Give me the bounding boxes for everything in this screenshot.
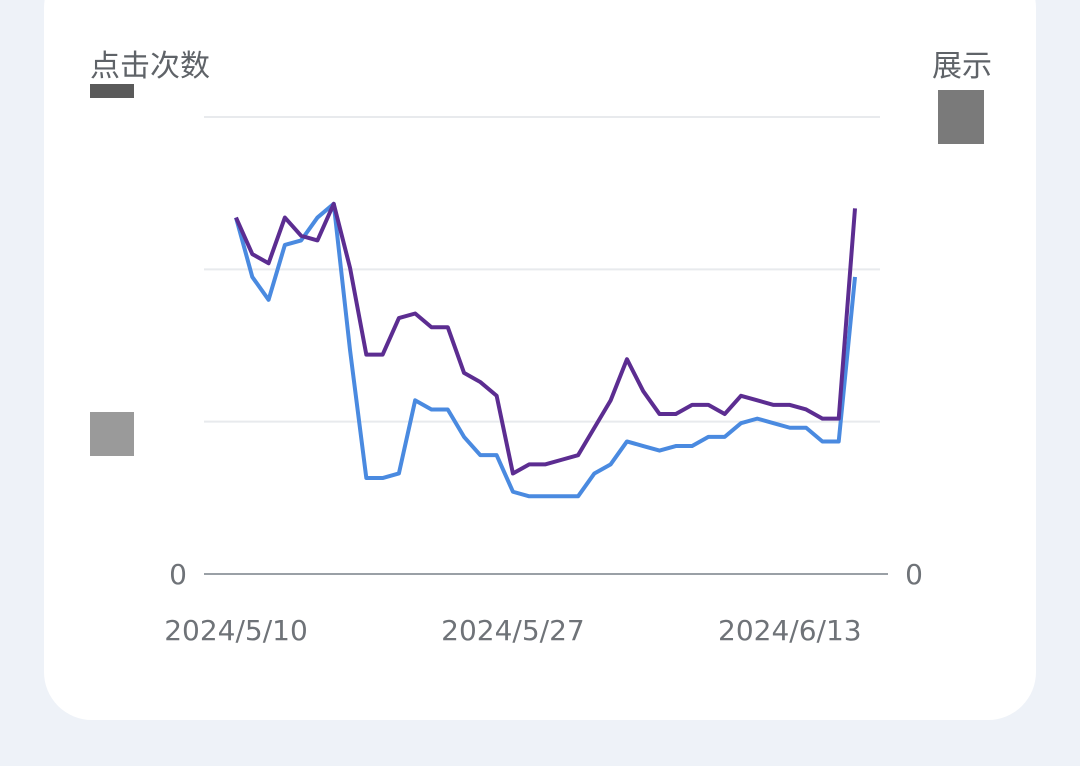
x-tick-label: 2024/6/13 xyxy=(718,614,862,647)
series-line-1 xyxy=(234,201,857,476)
left-zero-label: 0 xyxy=(169,558,187,591)
right-zero-label: 0 xyxy=(905,558,923,591)
x-tick-label: 2024/5/10 xyxy=(164,614,308,647)
left-axis-title: 点击次数 xyxy=(90,49,210,84)
x-tick-labels: 2024/5/10 2024/5/27 2024/6/13 xyxy=(164,614,861,647)
chart-card xyxy=(44,0,1036,720)
series-lines xyxy=(234,201,857,499)
gridlines xyxy=(204,116,880,423)
series-line-2 xyxy=(234,201,857,499)
left-tick-mask xyxy=(90,412,134,456)
right-tick-mask xyxy=(938,90,984,144)
right-axis-title: 展示 xyxy=(932,49,992,84)
x-tick-label: 2024/5/27 xyxy=(441,614,585,647)
left-legend-mask xyxy=(90,84,134,98)
